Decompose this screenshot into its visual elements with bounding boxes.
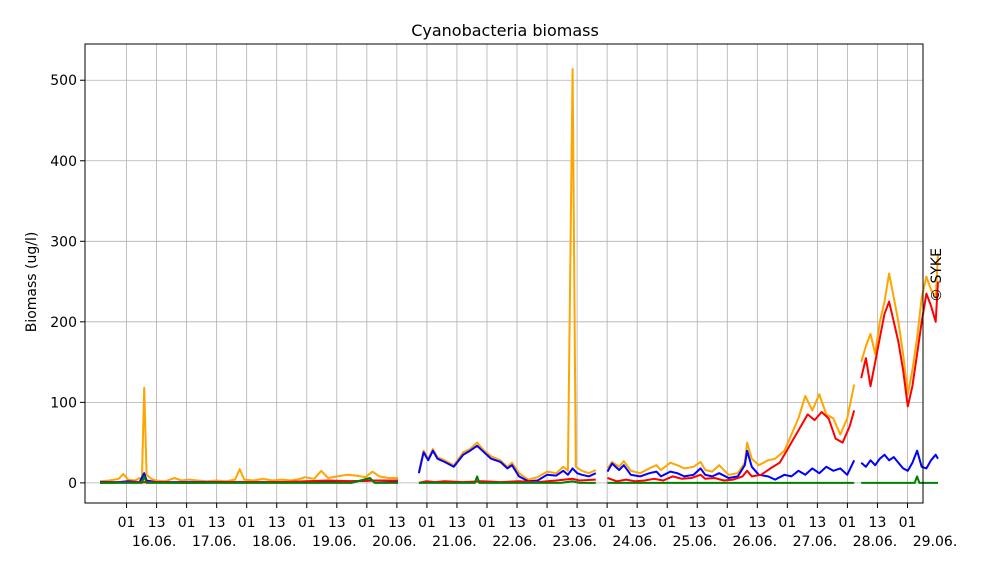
x-hour-tick-label: 13 xyxy=(688,515,706,531)
x-hour-tick-label: 13 xyxy=(268,515,286,531)
y-tick-label: 100 xyxy=(50,395,77,411)
x-hour-tick-label: 13 xyxy=(808,515,826,531)
x-axis: 01 13 01 13 01 13 01 13 01 13 01 13 01 13 01 13 01 13 01 13… xyxy=(118,503,958,550)
y-tick-label: 500 xyxy=(50,73,77,89)
x-hour-tick-label: 13 xyxy=(388,515,406,531)
x-hour-tick-label: 13 xyxy=(568,515,586,531)
x-date-label: 16.06. xyxy=(132,534,177,550)
x-hour-tick-label: 01 xyxy=(598,515,616,531)
series-lines xyxy=(99,68,939,484)
series-line-3 xyxy=(861,475,938,484)
y-tick-label: 200 xyxy=(50,315,77,331)
x-hour-tick-label: 13 xyxy=(508,515,526,531)
x-hour-tick-label: 01 xyxy=(899,515,917,531)
x-hour-tick-label: 01 xyxy=(298,515,316,531)
x-date-label: 28.06. xyxy=(853,534,898,550)
x-date-label: 19.06. xyxy=(312,534,357,550)
x-date-label: 18.06. xyxy=(252,534,297,550)
x-hour-tick-label: 13 xyxy=(328,515,346,531)
x-date-label: 24.06. xyxy=(612,534,657,550)
series-line-1 xyxy=(417,444,597,483)
x-hour-tick-label: 01 xyxy=(178,515,196,531)
x-hour-tick-label: 13 xyxy=(869,515,887,531)
x-hour-tick-label: 13 xyxy=(448,515,466,531)
series-line-1 xyxy=(860,449,939,472)
x-hour-tick-label: 01 xyxy=(838,515,856,531)
chart-title: Cyanobacteria biomass xyxy=(411,21,599,40)
x-hour-tick-label: 13 xyxy=(208,515,226,531)
x-date-label: 27.06. xyxy=(793,534,838,550)
series-line-0 xyxy=(606,384,856,476)
x-date-label: 25.06. xyxy=(672,534,717,550)
x-date-label: 26.06. xyxy=(733,534,778,550)
x-hour-tick-label: 01 xyxy=(718,515,736,531)
x-date-label: 17.06. xyxy=(192,534,237,550)
series-line-2 xyxy=(607,410,856,483)
y-tick-label: 400 xyxy=(50,154,77,170)
series-line-3 xyxy=(100,475,398,484)
x-date-label: 22.06. xyxy=(492,534,537,550)
x-hour-tick-label: 01 xyxy=(238,515,256,531)
series-line-0 xyxy=(99,386,398,483)
x-hour-tick-label: 01 xyxy=(358,515,376,531)
x-hour-tick-label: 01 xyxy=(118,515,136,531)
x-hour-tick-label: 13 xyxy=(748,515,766,531)
grid-lines xyxy=(85,44,923,503)
x-date-label: 20.06. xyxy=(372,534,417,550)
x-date-label: 23.06. xyxy=(552,534,597,550)
y-axis-label: Biomass (ug/l) xyxy=(24,232,40,333)
x-date-label: 29.06. xyxy=(913,534,958,550)
x-hour-tick-label: 01 xyxy=(538,515,556,531)
y-axis: 0 100 200 300 400 500 xyxy=(50,73,85,492)
series-line-2 xyxy=(860,281,939,408)
y-tick-label: 0 xyxy=(68,476,77,492)
x-hour-tick-label: 13 xyxy=(628,515,646,531)
series-line-3 xyxy=(418,475,596,484)
series-line-1 xyxy=(606,449,856,481)
x-hour-tick-label: 01 xyxy=(778,515,796,531)
syke-copyright-watermark: © SYKE xyxy=(929,248,945,302)
series-line-0 xyxy=(860,253,939,396)
x-date-label: 21.06. xyxy=(432,534,477,550)
x-hour-tick-label: 01 xyxy=(418,515,436,531)
plot-frame xyxy=(84,43,924,504)
x-hour-tick-label: 01 xyxy=(478,515,496,531)
y-tick-label: 300 xyxy=(50,234,77,250)
series-line-0 xyxy=(417,68,597,481)
x-hour-tick-label: 13 xyxy=(148,515,166,531)
x-hour-tick-label: 01 xyxy=(658,515,676,531)
